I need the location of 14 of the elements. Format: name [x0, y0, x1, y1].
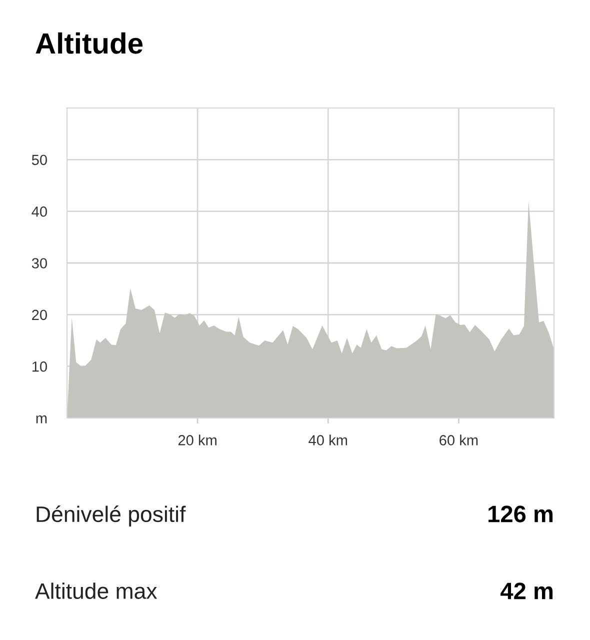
y-tick-label: m — [36, 415, 47, 424]
y-tick-label: 10 — [32, 361, 47, 372]
text: 42 m — [500, 582, 553, 600]
x-tick-label: 20 km — [178, 434, 216, 446]
text: Dénivelé positif — [36, 506, 186, 526]
y-tick-label: 20 — [32, 310, 47, 320]
chart-title: Altitude — [36, 32, 143, 54]
text: 126 m — [488, 506, 553, 522]
x-tick-label: 60 km — [440, 434, 478, 446]
y-tick-label: 30 — [32, 258, 47, 268]
x-tick-label: 40 km — [308, 434, 348, 446]
y-tick-label: 40 — [32, 206, 47, 217]
text: Altitude max — [35, 582, 158, 599]
y-tick-label: 50 — [32, 154, 47, 166]
